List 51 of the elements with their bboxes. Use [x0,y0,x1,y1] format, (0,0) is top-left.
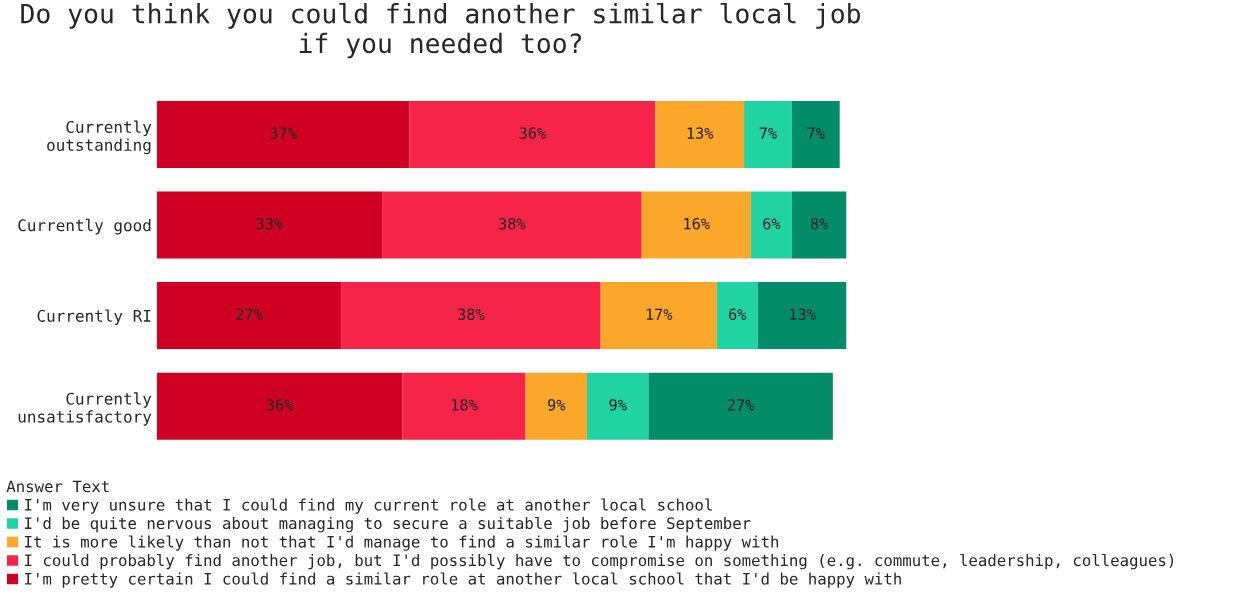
bar [382,191,642,259]
data-label: 38% [458,308,485,321]
bar [409,100,656,168]
data-label: 9% [609,399,627,411]
bar [757,282,847,350]
bar [586,372,649,440]
bar [525,372,587,440]
data-label: 7% [759,127,777,139]
data-label: 33% [256,217,283,230]
legend-label: I could probably find another job, but I'd possibly have to compromise on something (e.g. commute, leadership, colleagues) [25,553,1174,570]
bar [791,100,840,168]
legend-label: I'm very unsure that I could find my current role at another local school [25,498,712,514]
bar [791,191,847,259]
bar [156,191,383,259]
bar [648,372,833,440]
data-label: 27% [236,308,263,320]
data-label: 27% [728,399,755,411]
data-label: 36% [519,127,546,139]
bar [744,100,792,168]
bar [641,191,751,259]
bar [156,282,342,350]
legend-label: It is more likely than not that I'd manage to find a similar role I'm happy with [25,535,779,551]
data-label: 13% [790,308,816,321]
bar [402,372,526,440]
data-label: 6% [729,308,747,321]
legend-label: I'd be quite nervous about managing to secure a suitable job before September [25,516,751,533]
data-label: 9% [548,399,566,411]
y-tick-label: Currently outstanding [47,120,152,155]
chart-title: Do you think you could find another similar local job if you needed too? [21,2,861,59]
bar [341,282,601,350]
data-label: 38% [499,217,526,230]
data-label: 37% [270,127,297,139]
bar [600,282,717,350]
data-label: 8% [810,217,829,230]
legend-label: I'm pretty certain I could find a similar role at another local school that I'd be happy with [25,572,901,588]
legend-title: Answer Text [6,480,109,493]
data-label: 18% [452,399,478,411]
data-label: 17% [646,308,673,320]
data-label: 7% [807,127,825,139]
data-label: 36% [266,399,294,411]
bar [156,372,403,440]
y-tick-label: Currently unsatisfactory [18,392,152,426]
bar [716,282,758,350]
y-tick-label: Currently RI [37,309,151,325]
bar [156,100,410,168]
data-label: 16% [684,217,710,230]
bar [750,191,792,259]
y-tick-label: Currently good [18,218,151,235]
data-label: 13% [687,127,714,139]
bar [655,100,745,168]
data-label: 6% [763,217,781,230]
